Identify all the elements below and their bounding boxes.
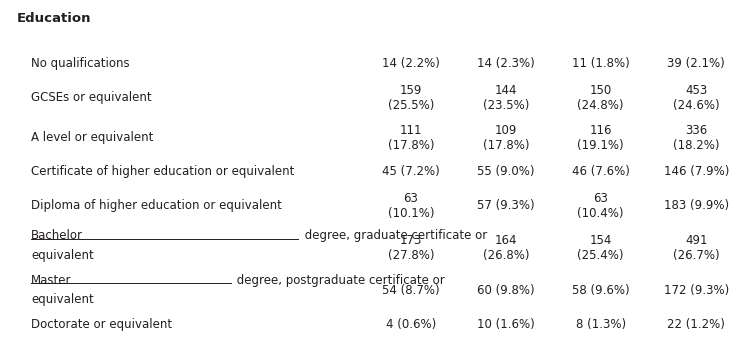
Text: 159
(25.5%): 159 (25.5%): [388, 84, 434, 112]
Text: 453
(24.6%): 453 (24.6%): [673, 84, 719, 112]
Text: 54 (8.7%): 54 (8.7%): [382, 284, 440, 296]
Text: 150
(24.8%): 150 (24.8%): [578, 84, 624, 112]
Text: Master: Master: [32, 274, 72, 287]
Text: 63
(10.1%): 63 (10.1%): [388, 192, 434, 220]
Text: 144
(23.5%): 144 (23.5%): [482, 84, 529, 112]
Text: Doctorate or equivalent: Doctorate or equivalent: [32, 318, 172, 331]
Text: Bachelor: Bachelor: [32, 229, 83, 242]
Text: 11 (1.8%): 11 (1.8%): [572, 57, 629, 70]
Text: 4 (0.6%): 4 (0.6%): [386, 318, 436, 331]
Text: 22 (1.2%): 22 (1.2%): [668, 318, 725, 331]
Text: Certificate of higher education or equivalent: Certificate of higher education or equiv…: [32, 165, 295, 178]
Text: equivalent: equivalent: [32, 293, 94, 307]
Text: 58 (9.6%): 58 (9.6%): [572, 284, 629, 296]
Text: 154
(25.4%): 154 (25.4%): [578, 234, 624, 262]
Text: 183 (9.9%): 183 (9.9%): [664, 199, 729, 212]
Text: Education: Education: [16, 12, 91, 25]
Text: 46 (7.6%): 46 (7.6%): [572, 165, 629, 178]
Text: Diploma of higher education or equivalent: Diploma of higher education or equivalen…: [32, 199, 282, 212]
Text: 39 (2.1%): 39 (2.1%): [668, 57, 725, 70]
Text: 111
(17.8%): 111 (17.8%): [388, 124, 434, 152]
Text: A level or equivalent: A level or equivalent: [32, 131, 154, 144]
Text: 8 (1.3%): 8 (1.3%): [575, 318, 626, 331]
Text: equivalent: equivalent: [32, 248, 94, 262]
Text: 45 (7.2%): 45 (7.2%): [382, 165, 440, 178]
Text: 10 (1.6%): 10 (1.6%): [477, 318, 535, 331]
Text: 336
(18.2%): 336 (18.2%): [673, 124, 719, 152]
Text: 57 (9.3%): 57 (9.3%): [477, 199, 535, 212]
Text: 491
(26.7%): 491 (26.7%): [673, 234, 719, 262]
Text: 116
(19.1%): 116 (19.1%): [578, 124, 624, 152]
Text: 173
(27.8%): 173 (27.8%): [388, 234, 434, 262]
Text: 55 (9.0%): 55 (9.0%): [477, 165, 535, 178]
Text: 60 (9.8%): 60 (9.8%): [477, 284, 535, 296]
Text: degree, postgraduate certificate or: degree, postgraduate certificate or: [233, 274, 445, 287]
Text: 109
(17.8%): 109 (17.8%): [482, 124, 529, 152]
Text: 164
(26.8%): 164 (26.8%): [482, 234, 529, 262]
Text: 146 (7.9%): 146 (7.9%): [664, 165, 729, 178]
Text: 63
(10.4%): 63 (10.4%): [578, 192, 624, 220]
Text: degree, graduate certificate or: degree, graduate certificate or: [301, 229, 487, 242]
Text: 172 (9.3%): 172 (9.3%): [664, 284, 729, 296]
Text: 14 (2.3%): 14 (2.3%): [477, 57, 535, 70]
Text: No qualifications: No qualifications: [32, 57, 130, 70]
Text: GCSEs or equivalent: GCSEs or equivalent: [32, 92, 152, 104]
Text: 14 (2.2%): 14 (2.2%): [382, 57, 440, 70]
